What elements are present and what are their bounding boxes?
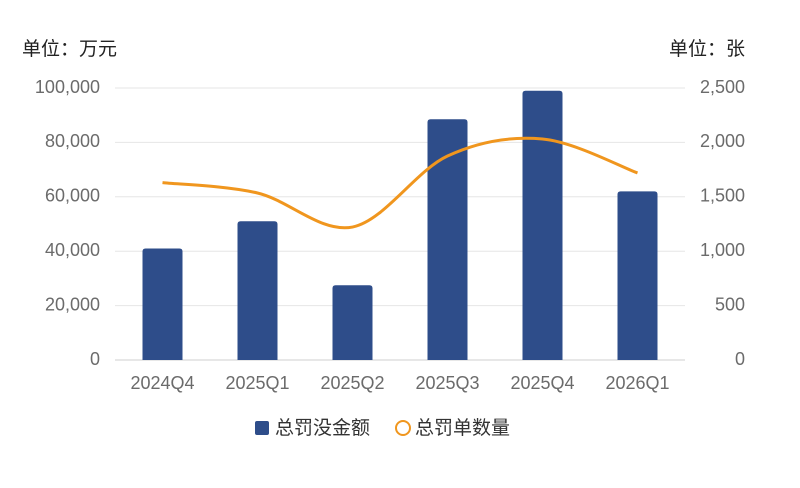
y-tick-label: 60,000 <box>45 186 100 206</box>
y2-tick-label: 500 <box>715 294 745 314</box>
bar <box>522 90 563 360</box>
y2-unit-label: 单位：张 <box>669 38 745 60</box>
y2-tick-label: 1,500 <box>700 186 745 206</box>
y-tick-label: 80,000 <box>45 131 100 151</box>
bar <box>617 191 658 360</box>
legend-text: 总罚没金额 <box>275 417 370 439</box>
y2-tick-label: 0 <box>735 349 745 369</box>
y-unit-label: 单位：万元 <box>22 38 117 60</box>
x-tick-label: 2024Q4 <box>130 373 194 393</box>
bar <box>237 221 278 360</box>
legend-swatch <box>395 420 411 436</box>
y-tick-label: 0 <box>90 349 100 369</box>
legend-swatch <box>255 421 269 435</box>
x-tick-label: 2026Q1 <box>605 373 669 393</box>
y-tick-label: 40,000 <box>45 240 100 260</box>
bar <box>332 285 373 360</box>
x-tick-label: 2025Q2 <box>320 373 384 393</box>
x-tick-label: 2025Q4 <box>510 373 574 393</box>
y-tick-label: 100,000 <box>35 77 100 97</box>
y2-tick-label: 1,000 <box>700 240 745 260</box>
legend-text: 总罚单数量 <box>415 417 510 439</box>
y-tick-label: 20,000 <box>45 294 100 314</box>
y2-tick-label: 2,500 <box>700 77 745 97</box>
y2-tick-label: 2,000 <box>700 131 745 151</box>
bar <box>142 248 183 360</box>
x-tick-label: 2025Q1 <box>225 373 289 393</box>
x-tick-label: 2025Q3 <box>415 373 479 393</box>
bar <box>427 119 468 360</box>
line <box>162 136 639 230</box>
